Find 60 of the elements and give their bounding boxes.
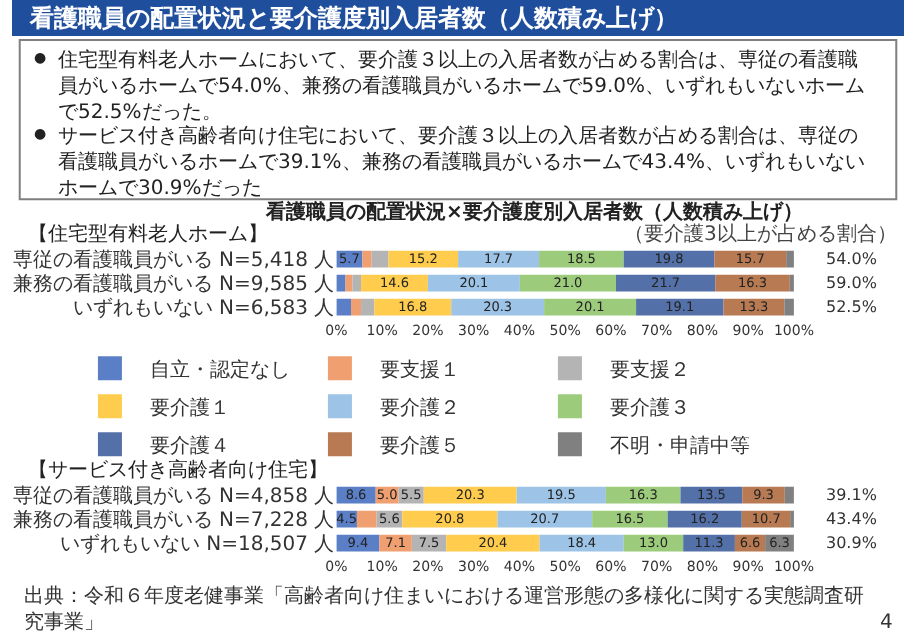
bar [423,486,517,504]
legend-label: 要支援１ [379,358,460,382]
text: 43.4% [826,510,878,528]
text: （要介護3以上が占める割合） [624,222,897,246]
legend-label: 要介護３ [609,396,690,420]
bar [784,298,794,316]
text: 39.1% [826,486,878,504]
text: 【住宅型有料老人ホーム】 [28,222,268,246]
bar [592,510,668,528]
bar [379,534,412,552]
bar [544,298,637,316]
bar [516,486,606,504]
bar [458,250,540,268]
bar [446,534,540,552]
legend-label: 要支援２ [609,358,690,382]
bar [636,298,724,316]
bar [451,298,545,316]
bar [615,274,716,292]
bar [336,298,351,316]
y-tick-label: 専従の看護職員がいる N=4,858 人 [12,484,335,509]
bar [352,274,362,292]
source-note: 出典：令和６年度老健事業「高齢者向け住まいにおける運営形態の多様化に関する実態調査研究事業」 [24,584,864,634]
y-tick-label: 専従の看護職員がいる N=5,418 人 [12,248,335,273]
text: 住宅型有料老人ホームにおいて、要介護３以上の入居者数が占める割合は、専従の看護職員がいるホームで54.0%、兼務の看護職員がいるホームで59.0%、いずれもいないホームで52.5%だった。 [58,48,866,124]
bar [427,274,520,292]
bar [539,534,624,552]
y-tick-label: 兼務の看護職員がいる N=7,228 人 [12,508,335,533]
y-tick-label: いずれもいない N=18,507 人 [59,532,335,557]
bar [371,250,389,268]
bar [497,510,593,528]
legend-label: 自立・認定なし [149,358,290,382]
y-tick-label: 兼務の看護職員がいる N=9,585 人 [12,272,335,297]
bar [356,510,377,528]
text: 4 [880,612,893,634]
text: 看護職員の配置状況×要介護度別入居者数（人数積み上げ） [264,200,803,224]
bar [786,250,794,268]
legend-label: 要介護２ [379,396,460,420]
bar [519,274,616,292]
bar [623,250,715,268]
bar [402,510,498,528]
bar [336,274,346,292]
legend-label: 要介護４ [149,434,230,458]
bar [539,250,624,268]
legend-label: 要介護５ [379,434,460,458]
bar [715,274,790,292]
text: 30.9% [826,534,878,552]
y-tick-label: いずれもいない N=6,583 人 [72,296,335,321]
text: 52.5% [826,298,878,316]
text: サービス付き高齢者向け住宅において、要介護３以上の入居者数が占める割合は、専従の看護職員がいるホームで39.1%、兼務の看護職員がいるホームで43.4%、いずれもいないホームで30.9%だった [58,124,866,200]
chart-title: 【サービス付き高齢者向け住宅】 [28,458,328,482]
legend-label: 不明・申請中等 [609,434,750,458]
text: 54.0% [826,250,878,268]
bar [714,250,787,268]
legend-label: 要介護１ [149,396,230,420]
bar [361,298,375,316]
bar [362,250,372,268]
bar [351,298,362,316]
text: 看護職員の配置状況と要介護度別入居者数（人数積み上げ） [28,4,678,32]
text: 59.0% [826,274,878,292]
bar [667,510,742,528]
